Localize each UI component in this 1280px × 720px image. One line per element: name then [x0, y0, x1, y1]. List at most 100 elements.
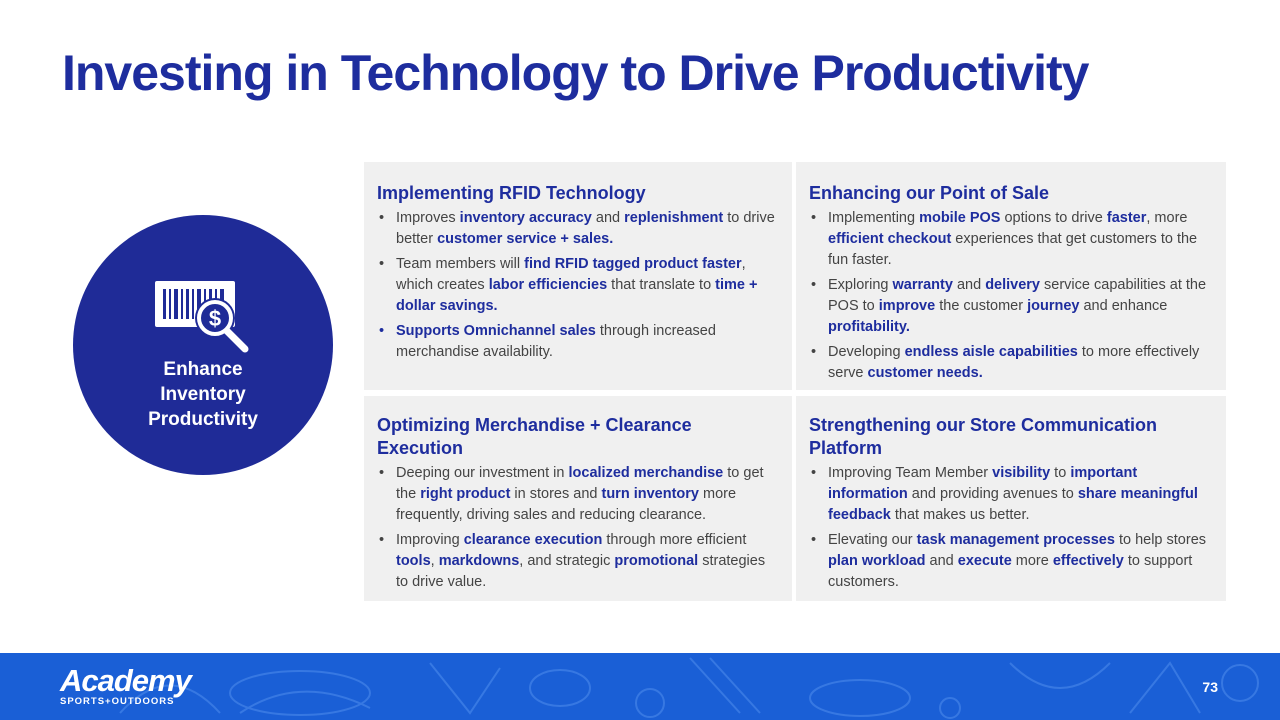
bullet-item: Improving Team Member visibility to impo… [809, 463, 1212, 526]
highlight-text: labor efficiencies [488, 277, 608, 293]
bullet-item: Implementing mobile POS options to drive… [809, 208, 1212, 271]
body-text: Elevating our [828, 532, 917, 548]
bullet-item: Elevating our task management processes … [809, 530, 1212, 593]
highlight-text: warranty [892, 277, 953, 293]
highlight-text: markdowns [438, 553, 520, 569]
page-title: Investing in Technology to Drive Product… [62, 45, 1089, 101]
highlight-text: journey [1027, 298, 1080, 314]
body-text: Improving [396, 532, 464, 548]
panel-store-communication: Strengthening our Store Communication Pl… [796, 396, 1226, 601]
body-text: service capabilities at the POS to [828, 277, 1207, 314]
body-text: Improving Team Member [828, 465, 993, 481]
highlight-text: time + dollar savings. [396, 277, 758, 314]
academy-logo: Academy SPORTS+OUTDOORS [60, 663, 192, 708]
highlight-text: effectively [1052, 553, 1124, 569]
highlight-text: visibility [992, 465, 1051, 481]
highlight-text: promotional [614, 553, 699, 569]
body-text: that makes us better. [890, 507, 1030, 523]
body-text: and enhance [1079, 298, 1168, 314]
highlight-text: efficient checkout [828, 231, 952, 247]
page-number: 73 [1202, 679, 1218, 695]
highlight-text: execute [957, 553, 1012, 569]
body-text: experiences that get customers to the fu… [828, 231, 1198, 268]
bullet-item: Improving clearance execution through mo… [377, 530, 778, 593]
circle-label-line: Enhance [163, 359, 243, 380]
logo-tagline: SPORTS+OUTDOORS [60, 696, 175, 707]
body-text: in stores and [510, 486, 602, 502]
panel-title: Implementing RFID Technology [377, 183, 646, 203]
body-text: to help stores [1114, 532, 1207, 548]
highlight-text: tools [396, 553, 431, 569]
bullet-list: Implementing mobile POS options to drive… [809, 208, 1212, 384]
highlight-text: profitability. [828, 319, 910, 335]
initiatives-grid: Implementing RFID Technology Improves in… [364, 162, 1226, 601]
body-text: Deeping our investment in [396, 465, 569, 481]
bullet-item: Team members will find RFID tagged produ… [377, 254, 778, 317]
highlight-text: clearance execution [463, 532, 603, 548]
highlight-text: Supports Omnichannel sales [396, 323, 596, 339]
highlight-text: replenishment [624, 210, 724, 226]
body-text: through more efficient [602, 532, 747, 548]
bullet-list: Improving Team Member visibility to impo… [809, 463, 1212, 593]
panel-rfid: Implementing RFID Technology Improves in… [364, 162, 792, 390]
panel-title: Enhancing our Point of Sale [809, 183, 1050, 203]
barcode-dollar-magnifier-icon: $ [155, 281, 249, 353]
body-text: , and strategic [519, 553, 615, 569]
highlight-text: inventory accuracy [459, 210, 592, 226]
body-text: to more effectively serve [828, 344, 1200, 381]
highlight-text: share meaningful feedback [828, 486, 1198, 523]
body-text: to support customers. [828, 553, 1193, 590]
body-text: Implementing [828, 210, 920, 226]
body-text: to [1050, 465, 1071, 481]
panel-merchandise-clearance: Optimizing Merchandise + Clearance Execu… [364, 396, 792, 601]
highlight-text: right product [420, 486, 511, 502]
body-text: to drive better [396, 210, 775, 247]
circle-label: Enhance Inventory Productivity [73, 357, 333, 432]
bullet-list: Improves inventory accuracy and replenis… [377, 208, 778, 363]
footer-band: Academy SPORTS+OUTDOORS 73 [0, 653, 1280, 720]
highlight-text: mobile POS [919, 210, 1001, 226]
highlight-text: plan workload [828, 553, 926, 569]
logo-wordmark: Academy [60, 663, 192, 698]
bullet-item: Deeping our investment in localized merc… [377, 463, 778, 526]
footer-pattern-illustration [119, 657, 1259, 719]
panel-title: Optimizing Merchandise + Clearance Execu… [377, 415, 692, 458]
highlight-text: delivery [985, 277, 1041, 293]
highlight-text: improve [878, 298, 936, 314]
body-text: Exploring [828, 277, 893, 293]
body-text: , more [1146, 210, 1188, 226]
body-text: more [1011, 553, 1053, 569]
highlight-text: localized merchandise [568, 465, 724, 481]
circle-label-line: Productivity [148, 409, 258, 430]
body-text: Team members will [396, 256, 525, 272]
body-text: the customer [935, 298, 1028, 314]
body-text: to get the [396, 465, 764, 502]
highlight-text: endless aisle capabilities [904, 344, 1078, 360]
body-text: strategies to drive value. [396, 553, 766, 590]
bullet-item: Improves inventory accuracy and replenis… [377, 208, 778, 250]
body-text: and [591, 210, 625, 226]
body-text: that translate to [607, 277, 716, 293]
body-text: through increased merchandise availabili… [396, 323, 716, 360]
body-text: more frequently, driving sales and reduc… [396, 486, 737, 523]
circle-label-line: Inventory [160, 384, 246, 405]
svg-text:$: $ [209, 306, 221, 331]
body-text: Developing [828, 344, 905, 360]
bullet-list: Deeping our investment in localized merc… [377, 463, 778, 593]
highlight-text: task management processes [916, 532, 1115, 548]
highlight-text: faster [1106, 210, 1147, 226]
highlight-text: important information [828, 465, 1138, 502]
body-text: and [952, 277, 986, 293]
panel-point-of-sale: Enhancing our Point of Sale Implementing… [796, 162, 1226, 390]
body-text: , which creates [396, 256, 746, 293]
highlight-text: customer needs. [867, 365, 983, 381]
highlight-text: find RFID tagged product faster [524, 256, 742, 272]
body-text: , [430, 553, 439, 569]
bullet-item: Developing endless aisle capabilities to… [809, 342, 1212, 384]
body-text: and [925, 553, 958, 569]
bullet-item: Exploring warranty and delivery service … [809, 275, 1212, 338]
focus-circle: $ Enhance Inventory Productivity [73, 215, 333, 475]
panel-title: Strengthening our Store Communication Pl… [809, 415, 1158, 458]
body-text: and providing avenues to [907, 486, 1078, 502]
highlight-text: customer service + sales. [437, 231, 614, 247]
